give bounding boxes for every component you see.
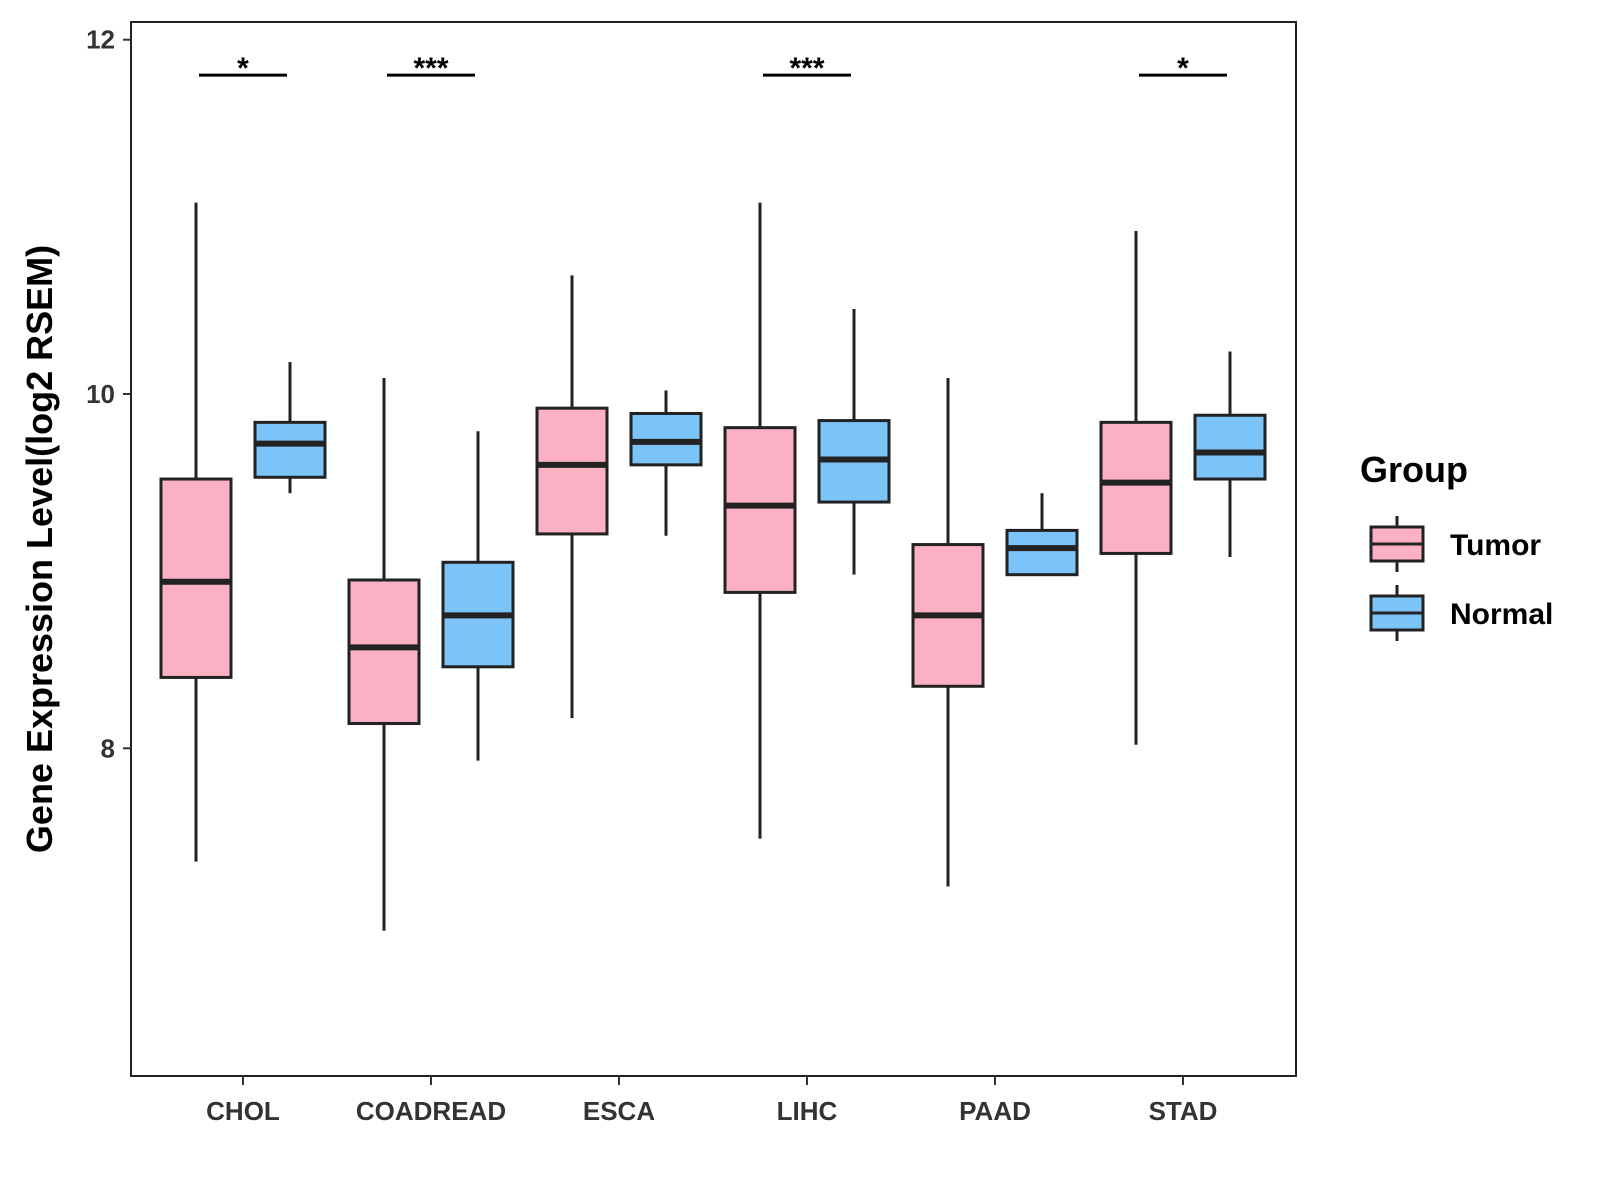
significance-label-coadread: *** bbox=[413, 52, 448, 85]
box-normal-chol bbox=[253, 362, 327, 494]
legend-label-tumor: Tumor bbox=[1450, 529, 1541, 562]
box-tumor-lihc bbox=[723, 202, 797, 839]
y-tick-label: 10 bbox=[86, 379, 115, 409]
box-normal-lihc bbox=[817, 308, 891, 575]
box-normal-esca bbox=[629, 390, 703, 536]
plot-panel-border bbox=[130, 21, 1297, 1077]
x-tick-label-chol: CHOL bbox=[206, 1096, 280, 1126]
box-normal-coadread bbox=[441, 431, 515, 761]
legend-title: Group bbox=[1360, 449, 1468, 490]
y-tick-label: 8 bbox=[101, 733, 115, 763]
box-tumor-esca bbox=[535, 275, 609, 719]
box-tumor-coadread bbox=[347, 378, 421, 931]
box-normal-paad bbox=[1005, 493, 1079, 577]
plot-area: * *** *** * bbox=[159, 52, 1267, 931]
significance-label-chol: * bbox=[237, 52, 249, 85]
box-body bbox=[723, 426, 797, 594]
box-tumor-chol bbox=[159, 202, 233, 862]
box-body bbox=[347, 578, 421, 725]
x-tick-label-esca: ESCA bbox=[583, 1096, 655, 1126]
box-tumor-stad bbox=[1099, 231, 1173, 745]
legend-key-tumor bbox=[1369, 516, 1425, 572]
box-body bbox=[159, 477, 233, 679]
box-body bbox=[253, 420, 327, 479]
box-body bbox=[1193, 413, 1267, 481]
significance-label-lihc: *** bbox=[789, 52, 824, 85]
significance-label-stad: * bbox=[1177, 52, 1189, 85]
x-tick-label-paad: PAAD bbox=[959, 1096, 1031, 1126]
axes: 8 10 12 CHOL COADREAD ESCA LIHC PAAD STAD bbox=[86, 25, 1217, 1126]
y-axis-title: Gene Expression Level(log2 RSEM) bbox=[19, 245, 60, 853]
legend: Group Tumor Normal bbox=[1360, 449, 1553, 641]
x-tick-label-lihc: LIHC bbox=[777, 1096, 838, 1126]
y-tick-label: 12 bbox=[86, 25, 115, 55]
x-tick-label-coadread: COADREAD bbox=[356, 1096, 506, 1126]
legend-key-normal bbox=[1369, 585, 1425, 641]
x-tick-label-stad: STAD bbox=[1149, 1096, 1218, 1126]
legend-label-normal: Normal bbox=[1450, 598, 1553, 631]
box-body bbox=[535, 406, 609, 536]
box-body bbox=[1005, 528, 1079, 577]
box-normal-stad bbox=[1193, 351, 1267, 557]
box-tumor-paad bbox=[911, 378, 985, 887]
box-body bbox=[1099, 420, 1173, 555]
